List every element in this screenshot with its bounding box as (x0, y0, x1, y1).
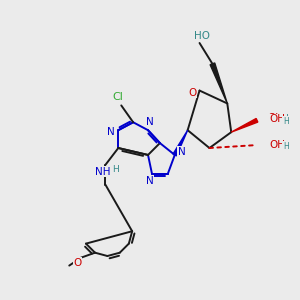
Polygon shape (210, 63, 227, 104)
Text: N: N (146, 176, 154, 186)
Polygon shape (173, 130, 188, 156)
Text: H: H (283, 117, 289, 126)
Text: H: H (283, 142, 289, 151)
Text: N: N (178, 147, 186, 157)
Text: O: O (73, 258, 81, 268)
Text: NH: NH (95, 167, 110, 177)
Text: H: H (281, 114, 287, 123)
Text: OH: OH (269, 114, 285, 124)
Text: H: H (112, 165, 119, 174)
Text: OH: OH (267, 113, 283, 123)
Text: N: N (107, 127, 115, 137)
Text: HO: HO (194, 31, 209, 41)
Text: N: N (146, 117, 154, 127)
Text: OH: OH (269, 140, 285, 150)
Text: Cl: Cl (113, 92, 124, 103)
Polygon shape (231, 118, 258, 132)
Text: O: O (188, 88, 197, 98)
